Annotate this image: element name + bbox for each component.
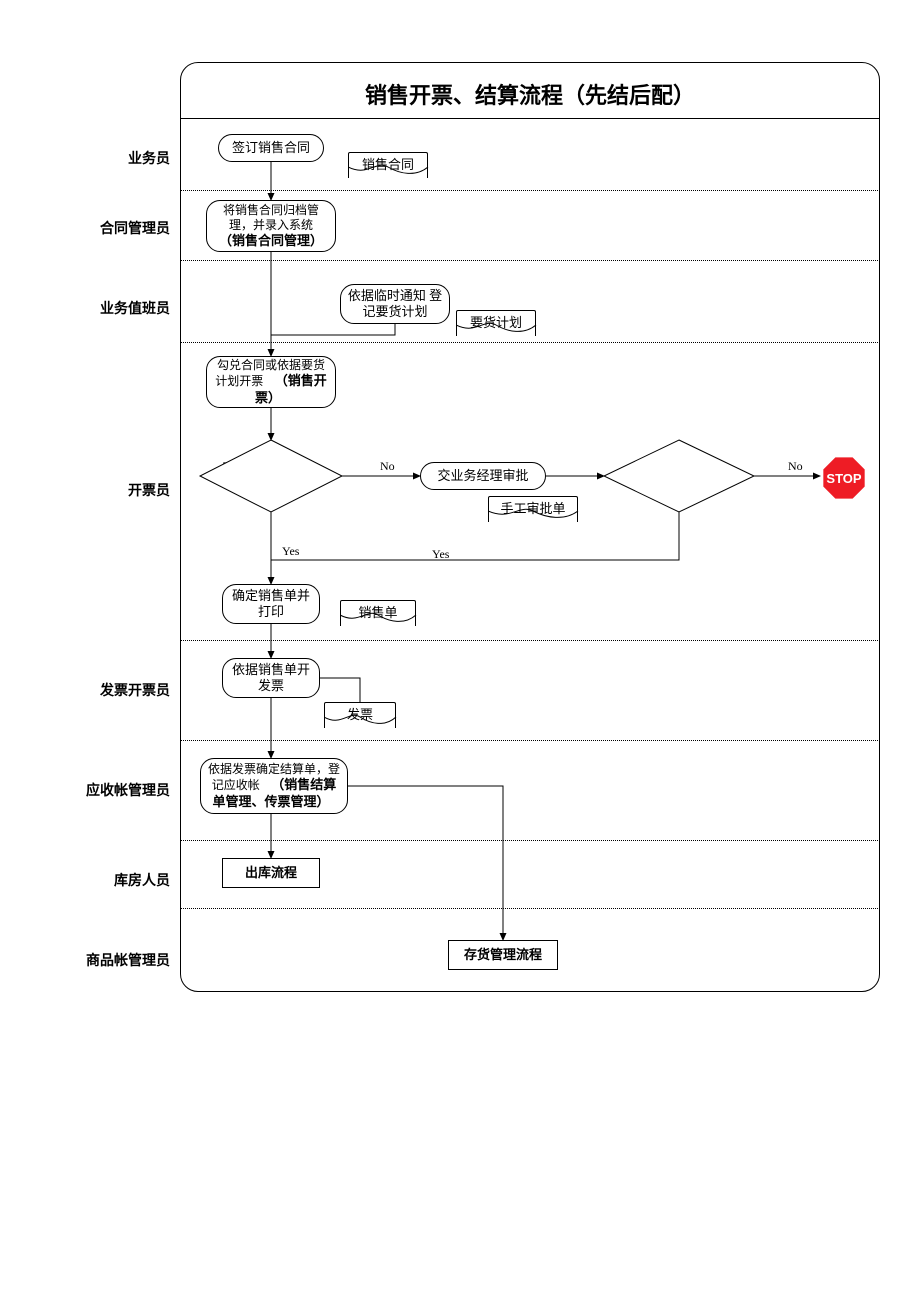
lane-label-l1: 业务员 [128, 148, 170, 168]
lane-label-l7: 库房人员 [114, 870, 170, 890]
node-n6: 确定销售单并打印 [222, 584, 320, 624]
edge-label: Yes [282, 544, 299, 559]
node-n9: 出库流程 [222, 858, 320, 888]
node-d7: 发票 [324, 702, 396, 728]
title-divider [180, 118, 880, 119]
lane-label-l3: 业务值班员 [100, 298, 170, 318]
lane-divider-l6 [180, 840, 880, 841]
node-n2: 将销售合同归档管理，并录入系统（销售合同管理） [206, 200, 336, 252]
lane-label-l4: 开票员 [128, 480, 170, 500]
lane-divider-l3 [180, 342, 880, 343]
lane-label-l5: 发票开票员 [100, 680, 170, 700]
node-n4: 勾兑合同或依据要货计划开票 （销售开票） [206, 356, 336, 408]
lane-label-l8: 商品帐管理员 [86, 950, 170, 970]
lane-divider-l7 [180, 908, 880, 909]
lane-label-l6: 应收帐管理员 [86, 780, 170, 800]
node-n8: 依据发票确定结算单，登记应收帐 （销售结算单管理、传票管理） [200, 758, 348, 814]
lane-divider-l2 [180, 260, 880, 261]
decision-dec2: 是否审批通过 [616, 452, 742, 500]
node-d5: 手工审批单 [488, 496, 578, 522]
node-n5: 交业务经理审批 [420, 462, 546, 490]
lane-divider-l1 [180, 190, 880, 191]
node-n3: 依据临时通知 登记要货计划 [340, 284, 450, 324]
lane-divider-l5 [180, 740, 880, 741]
node-d1: 销售合同 [348, 152, 428, 178]
lane-divider-l4 [180, 640, 880, 641]
edge-label: Yes [432, 547, 449, 562]
node-n1: 签订销售合同 [218, 134, 324, 162]
lane-label-l2: 合同管理员 [100, 218, 170, 238]
node-n7: 依据销售单开发票 [222, 658, 320, 698]
edge-label: No [380, 459, 395, 474]
node-d3: 要货计划 [456, 310, 536, 336]
node-n10: 存货管理流程 [448, 940, 558, 970]
node-d6: 销售单 [340, 600, 416, 626]
edge-label: No [788, 459, 803, 474]
decision-dec1: 是否符合信誉额度、信誉天数 [212, 452, 330, 500]
diagram-title: 销售开票、结算流程（先结后配） [180, 78, 880, 110]
